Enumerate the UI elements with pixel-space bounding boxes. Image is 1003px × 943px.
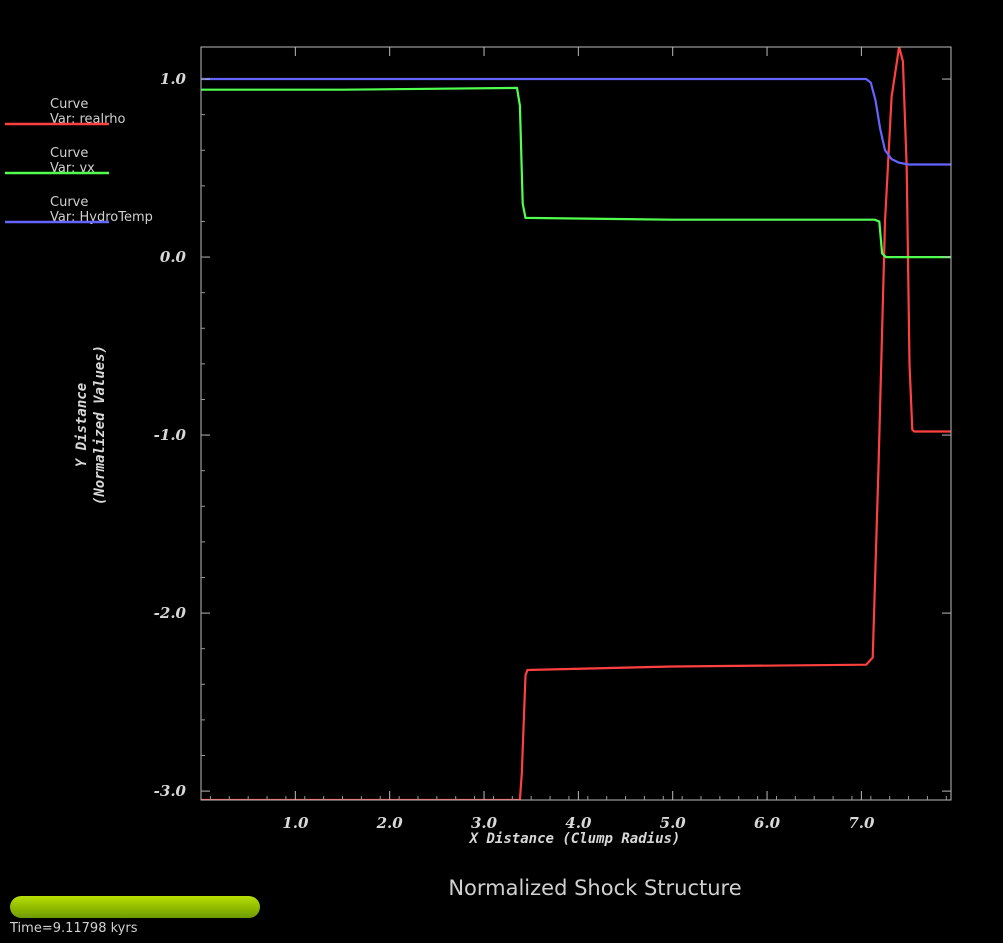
x-tick-label: 6.0 — [754, 814, 781, 832]
series-line-3 — [201, 77, 951, 166]
series-line-2 — [201, 86, 951, 259]
legend-entry-label: Curve — [50, 195, 88, 210]
x-axis-title: X Distance (Clump Radius) — [469, 831, 681, 847]
x-tick-label: 3.0 — [471, 814, 498, 832]
chart-title: Normalized Shock Structure — [448, 876, 741, 900]
x-tick-label: 4.0 — [565, 814, 592, 832]
plot-area — [201, 47, 951, 800]
y-axis-title-line1: Y Distance — [74, 383, 90, 467]
y-tick-label: -3.0 — [154, 782, 187, 800]
x-tick-label: 2.0 — [376, 814, 404, 832]
time-slider-fill — [10, 896, 260, 918]
x-tick-label: 7.0 — [848, 814, 875, 832]
legend-entry-label: Curve — [50, 97, 88, 112]
y-tick-label: 1.0 — [160, 70, 187, 88]
x-tick-label: 1.0 — [282, 814, 309, 832]
y-axis-title: Y Distance (Normalized Values) — [74, 345, 108, 505]
legend-entry-label: Curve — [50, 146, 88, 161]
time-slider[interactable] — [10, 896, 260, 918]
plot-frame — [200, 46, 952, 801]
y-tick-label: -2.0 — [154, 604, 187, 622]
x-tick-label: 5.0 — [660, 814, 687, 832]
series-line-1 — [201, 47, 951, 800]
y-axis-title-line2: (Normalized Values) — [92, 345, 108, 505]
y-tick-label: -1.0 — [154, 426, 187, 444]
time-label: Time=9.11798 kyrs — [10, 921, 138, 936]
axes: 1.0 2.0 3.0 4.0 5.0 6.0 7.0 1.0 0.0 -1.0 -2.0 -3.0 — [154, 46, 952, 832]
y-tick-label: 0.0 — [160, 248, 187, 266]
